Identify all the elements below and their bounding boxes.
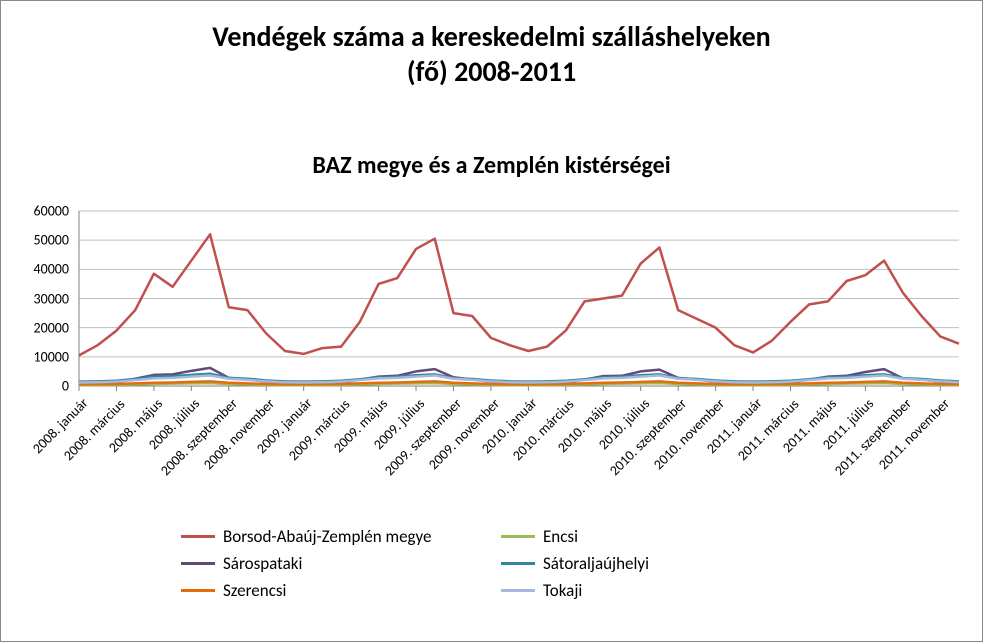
chart-title: Vendégek száma a kereskedelmi szálláshel… [1,19,982,89]
legend-label: Borsod-Abaúj-Zemplén megye [223,526,432,547]
legend-row: Sárospataki Sátoraljaújhelyi [181,553,821,574]
y-tick-label: 50000 [0,232,69,249]
plot-svg [79,211,959,386]
legend-swatch [181,562,215,565]
y-tick-label: 30000 [0,290,69,307]
chart-title-line1: Vendégek száma a kereskedelmi szálláshel… [212,19,770,54]
y-axis-labels: 0100002000030000400005000060000 [1,211,75,386]
legend-label: Sátoraljaújhelyi [543,553,649,574]
plot-area [79,211,959,386]
legend-swatch [181,535,215,538]
legend-swatch [181,589,215,592]
legend-item: Encsi [501,526,821,547]
legend-label: Szerencsi [223,580,286,601]
legend-item: Szerencsi [181,580,501,601]
chart-title-line2: (fő) 2008-2011 [407,54,576,89]
legend-label: Tokaji [543,580,582,601]
legend-row: Szerencsi Tokaji [181,580,821,601]
chart-subtitle: BAZ megye és a Zemplén kistérségei [1,151,982,180]
legend-swatch [501,535,535,538]
legend-item: Sátoraljaújhelyi [501,553,821,574]
y-tick-label: 40000 [0,261,69,278]
x-axis-labels: 2008. január2008. március2008. május2008… [79,391,959,531]
legend-item: Sárospataki [181,553,501,574]
y-tick-label: 0 [0,378,69,395]
chart-container: Vendégek száma a kereskedelmi szálláshel… [0,0,983,642]
y-tick-label: 10000 [0,348,69,365]
legend-swatch [501,589,535,592]
legend-swatch [501,562,535,565]
legend-item: Borsod-Abaúj-Zemplén megye [181,526,501,547]
legend-label: Sárospataki [223,553,302,574]
legend-label: Encsi [543,526,578,547]
y-tick-label: 60000 [0,203,69,220]
legend-item: Tokaji [501,580,821,601]
legend-row: Borsod-Abaúj-Zemplén megye Encsi [181,526,821,547]
y-tick-label: 20000 [0,319,69,336]
series-line [79,234,959,355]
legend: Borsod-Abaúj-Zemplén megye Encsi Sárospata… [181,526,821,607]
